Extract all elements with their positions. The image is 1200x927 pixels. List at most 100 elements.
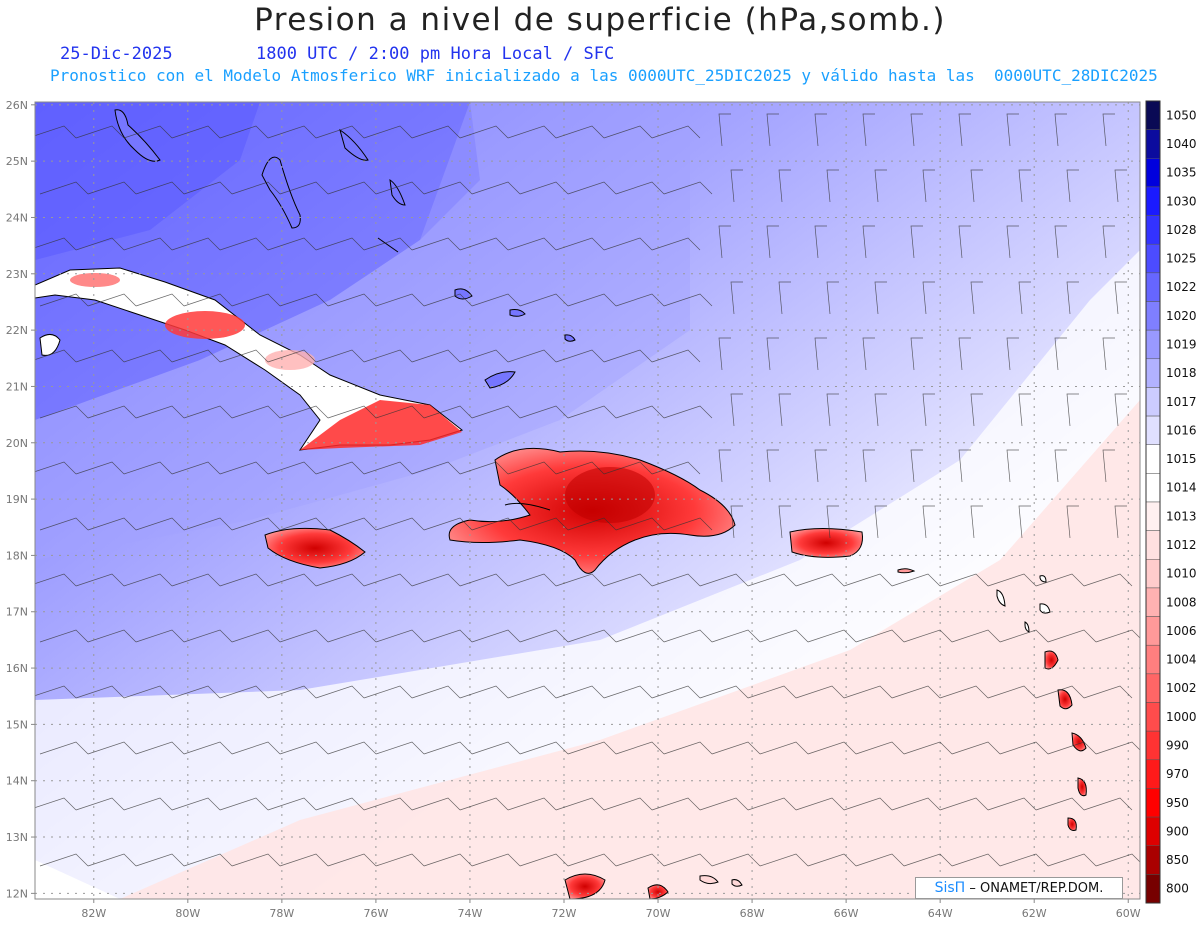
wind-barb <box>423 293 473 307</box>
longitude-label: 72W <box>552 907 577 920</box>
wind-barb <box>567 853 617 867</box>
wind-barb <box>1083 685 1133 699</box>
wind-barb <box>39 181 89 195</box>
wind-barb <box>1006 449 1019 483</box>
colorbar-swatch <box>1145 387 1161 417</box>
longitude-label: 74W <box>458 907 483 920</box>
wind-barb <box>519 293 569 307</box>
wind-barb <box>651 797 701 811</box>
colorbar-label: 1004 <box>1166 653 1197 667</box>
wind-barb <box>231 181 281 195</box>
wind-barb <box>759 629 809 643</box>
colorbar-swatch <box>1145 415 1161 445</box>
wind-barb <box>951 853 1001 867</box>
wind-barb <box>567 181 617 195</box>
colorbar-label: 1013 <box>1166 509 1197 523</box>
colorbar-label: 1028 <box>1166 223 1197 237</box>
wind-barb <box>958 337 971 371</box>
wind-barb <box>826 169 839 203</box>
wind-barb <box>507 573 557 587</box>
wind-barb <box>663 741 713 755</box>
wind-barb <box>219 237 269 251</box>
wind-barb <box>795 573 845 587</box>
wind-barb <box>807 741 857 755</box>
wind-barb <box>315 349 365 363</box>
wind-barb <box>766 449 779 483</box>
latitude-label: 26N <box>6 99 28 112</box>
wind-barb <box>603 461 653 475</box>
wind-barb <box>987 797 1037 811</box>
colorbar-swatch <box>1145 301 1161 331</box>
wind-barb <box>327 853 377 867</box>
wind-barb <box>1035 573 1085 587</box>
wind-barb <box>135 853 185 867</box>
wind-barb <box>39 629 89 643</box>
wind-barb <box>910 225 923 259</box>
wind-barb <box>555 685 605 699</box>
wind-barb <box>1083 797 1133 811</box>
wind-barb <box>39 293 89 307</box>
wind-barb <box>471 517 521 531</box>
wind-barb <box>231 629 281 643</box>
wind-barb <box>999 741 1049 755</box>
wind-barb <box>87 629 137 643</box>
wind-barb <box>171 685 221 699</box>
wind-barb <box>183 517 233 531</box>
wind-barb <box>519 405 569 419</box>
colorbar-swatch <box>1145 444 1161 474</box>
wind-barb <box>327 517 377 531</box>
colorbar-swatch <box>1145 329 1161 360</box>
latitude-labels: 26N 25N 24N 23N 22N 21N 20N 19N 18N 17N 16N 15N 14N 1… <box>6 99 35 900</box>
wind-barb <box>1114 393 1127 427</box>
colorbar-swatch <box>1145 788 1161 818</box>
wind-barb <box>411 797 461 811</box>
wind-barb <box>1095 629 1140 643</box>
longitude-label: 64W <box>928 907 953 920</box>
wind-barb <box>1054 337 1067 371</box>
wind-barb <box>459 461 509 475</box>
credit-badge: SisΠ – ONAMET/REP.DOM. <box>915 877 1123 899</box>
wind-barb <box>1114 169 1127 203</box>
wind-barb <box>75 573 125 587</box>
wind-barb <box>651 573 701 587</box>
latitude-label: 24N <box>6 211 28 224</box>
wind-barb <box>124 910 172 922</box>
wind-barb <box>363 573 413 587</box>
wind-barb <box>903 741 953 755</box>
wind-barb <box>519 517 569 531</box>
wind-barb <box>922 505 935 539</box>
colorbar-swatch <box>1145 874 1161 904</box>
wind-barb <box>922 281 935 315</box>
wind-barb <box>135 741 185 755</box>
wind-barb <box>87 405 137 419</box>
wind-barb <box>663 517 713 531</box>
wind-barb <box>375 853 425 867</box>
colorbar-swatch <box>1145 530 1161 560</box>
wind-barb <box>471 405 521 419</box>
latitude-label: 13N <box>6 831 28 844</box>
colorbar-swatch <box>1145 243 1161 274</box>
colorbar-swatch <box>1145 501 1161 531</box>
wind-barb <box>663 293 713 307</box>
wind-barb <box>231 741 281 755</box>
wind-barb <box>1066 169 1079 203</box>
wind-barb <box>459 797 509 811</box>
wind-barb <box>1018 393 1031 427</box>
wind-barb <box>1006 337 1019 371</box>
wind-barb <box>316 910 364 922</box>
wind-barb <box>507 685 557 699</box>
wind-barb <box>219 125 269 139</box>
wind-barb <box>279 293 329 307</box>
wind-barb <box>1035 685 1085 699</box>
wind-barb <box>778 505 791 539</box>
wind-barb <box>411 349 461 363</box>
wind-barb <box>75 349 125 363</box>
jamaica-island <box>264 527 366 569</box>
wind-barb <box>711 853 761 867</box>
colorbar-swatch <box>1145 272 1161 302</box>
wind-barb <box>219 573 269 587</box>
wind-barb <box>891 797 941 811</box>
wind-barb <box>778 393 791 427</box>
colorbar-label: 1008 <box>1166 595 1197 609</box>
wind-barb <box>135 293 185 307</box>
